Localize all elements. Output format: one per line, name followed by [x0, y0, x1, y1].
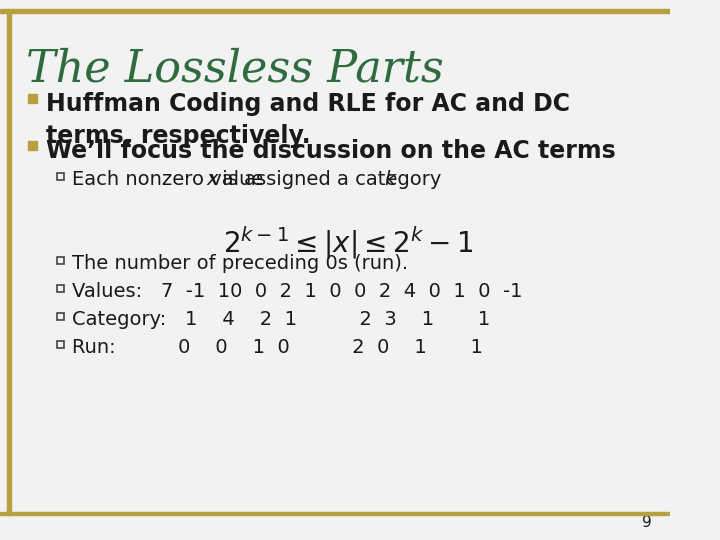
- Text: x: x: [207, 170, 218, 189]
- Text: Huffman Coding and RLE for AC and DC
terms, respectively.: Huffman Coding and RLE for AC and DC ter…: [45, 92, 570, 147]
- Text: 9: 9: [642, 515, 652, 530]
- Bar: [58, 172, 64, 179]
- Text: We’ll focus the discussion on the AC terms: We’ll focus the discussion on the AC ter…: [45, 139, 616, 163]
- Bar: [58, 313, 64, 320]
- Text: Each nonzero value: Each nonzero value: [72, 170, 269, 189]
- Text: The number of preceding 0s (run).: The number of preceding 0s (run).: [72, 254, 408, 273]
- Text: is assigned a category: is assigned a category: [216, 170, 448, 189]
- Bar: [0, 512, 670, 515]
- Text: $2^{k-1} \leq |x| \leq 2^k - 1$: $2^{k-1} \leq |x| \leq 2^k - 1$: [223, 224, 474, 261]
- Bar: [0, 9, 670, 13]
- Bar: [28, 140, 37, 150]
- Text: Values:   7  -1  10  0  2  1  0  0  2  4  0  1  0  -1: Values: 7 -1 10 0 2 1 0 0 2 4 0 1 0 -1: [72, 282, 522, 301]
- Bar: [28, 93, 37, 103]
- Text: Category:   1    4    2  1          2  3    1       1: Category: 1 4 2 1 2 3 1 1: [72, 310, 490, 329]
- Bar: [58, 285, 64, 292]
- Bar: [7, 10, 12, 515]
- Bar: [58, 256, 64, 264]
- Bar: [58, 341, 64, 348]
- Text: k: k: [384, 170, 396, 189]
- Text: Run:          0    0    1  0          2  0    1       1: Run: 0 0 1 0 2 0 1 1: [72, 338, 482, 357]
- Text: The Lossless Parts: The Lossless Parts: [26, 47, 444, 90]
